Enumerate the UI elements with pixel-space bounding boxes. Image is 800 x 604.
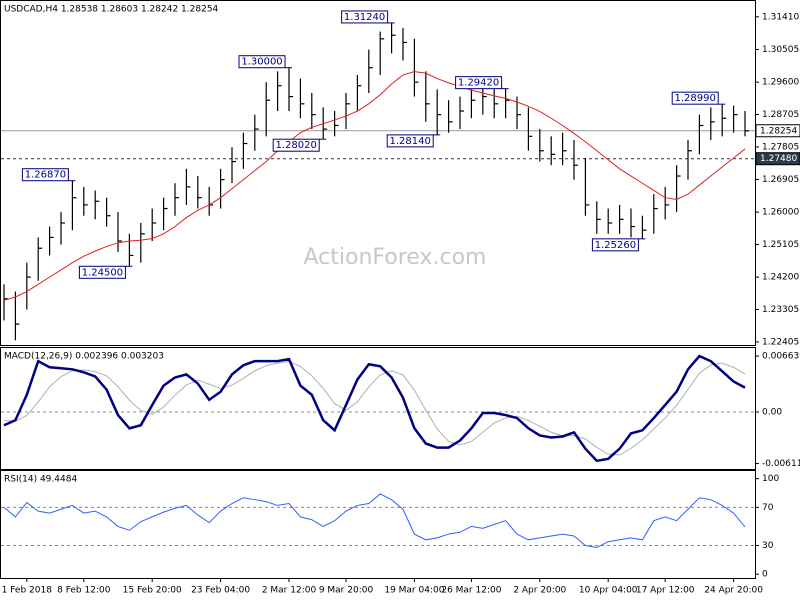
panel-frame — [0, 347, 756, 470]
y-tick-label: -0.006114 — [762, 459, 800, 469]
x-tick-label: 9 Mar 20:00 — [319, 586, 374, 596]
annotation-box — [455, 76, 503, 90]
y-tick-label: 1.31410 — [762, 12, 799, 22]
y-tick-label: 1.22405 — [762, 337, 799, 347]
y-tick-label: 30 — [762, 541, 774, 551]
annotation-box — [386, 134, 434, 148]
y-tick-label: 1.25105 — [762, 240, 799, 250]
annotation-label: 1.31240 — [344, 12, 385, 23]
series-line — [3, 360, 746, 456]
x-tick-label: 26 Mar 12:00 — [441, 586, 501, 596]
y-tick-label: 1.28705 — [762, 110, 799, 120]
x-tick-label: 23 Feb 04:00 — [191, 586, 250, 596]
x-tick-label: 2 Mar 12:00 — [262, 586, 317, 596]
x-tick-label: 10 Apr 04:00 — [579, 586, 638, 596]
y-tick-label: 0 — [762, 570, 768, 580]
watermark: ActionForex.com — [304, 245, 487, 270]
annotation-box — [341, 10, 389, 24]
y-tick-label: 1.26905 — [762, 175, 799, 185]
annotation-box — [21, 168, 69, 182]
annotation-label: 1.24500 — [82, 267, 123, 278]
y-tick-label: 0.00 — [762, 408, 782, 418]
moving-average — [3, 71, 746, 301]
x-tick-label: 15 Feb 20:00 — [123, 586, 182, 596]
y-tick-label: 0.006639 — [762, 352, 800, 362]
x-tick-label: 19 Mar 04:00 — [384, 586, 444, 596]
annotation-box — [78, 265, 126, 279]
price-level-box — [755, 124, 800, 138]
price-level-box — [755, 152, 800, 166]
panel-title: RSI(14) 49.4484 — [4, 475, 77, 485]
series-line — [3, 493, 746, 548]
y-tick-label: 1.24200 — [762, 273, 799, 283]
y-tick-label: 1.23305 — [762, 305, 799, 315]
x-tick-label: 24 Apr 20:00 — [704, 586, 763, 596]
annotation-label: 1.28020 — [276, 140, 317, 151]
annotation-box — [591, 238, 639, 252]
price-level-label: 1.28254 — [760, 126, 797, 136]
annotation-label: 1.28990 — [675, 93, 716, 104]
panel-frame — [0, 470, 756, 579]
y-tick-label: 1.27805 — [762, 142, 799, 152]
x-tick-label: 8 Feb 12:00 — [57, 586, 111, 596]
y-tick-label: 1.26000 — [762, 208, 799, 218]
series-line — [3, 354, 746, 463]
x-tick-label: 2 Apr 20:00 — [513, 586, 566, 596]
y-tick-label: 1.30505 — [762, 45, 799, 55]
x-tick-label: 1 Feb 2018 — [2, 586, 53, 596]
panel-title: MACD(12,26,9) 0.002396 0.003203 — [4, 352, 164, 362]
annotation-box — [671, 91, 719, 105]
y-tick-label: 1.29600 — [762, 78, 799, 88]
annotation-label: 1.29420 — [458, 78, 499, 89]
price-level-label: 1.27480 — [760, 154, 797, 164]
panel-frame — [0, 0, 756, 346]
annotation-label: 1.26870 — [25, 170, 66, 181]
x-tick-label: 17 Apr 12:00 — [636, 586, 695, 596]
annotation-label: 1.28140 — [390, 136, 431, 147]
annotation-box — [272, 138, 320, 152]
panel-title: USDCAD,H4 1.28538 1.28603 1.28242 1.2825… — [4, 5, 219, 15]
annotation-box — [238, 55, 286, 69]
annotation-label: 1.30000 — [241, 57, 282, 68]
y-tick-label: 100 — [762, 474, 779, 484]
y-tick-label: 70 — [762, 503, 774, 513]
annotation-label: 1.25260 — [595, 240, 636, 251]
